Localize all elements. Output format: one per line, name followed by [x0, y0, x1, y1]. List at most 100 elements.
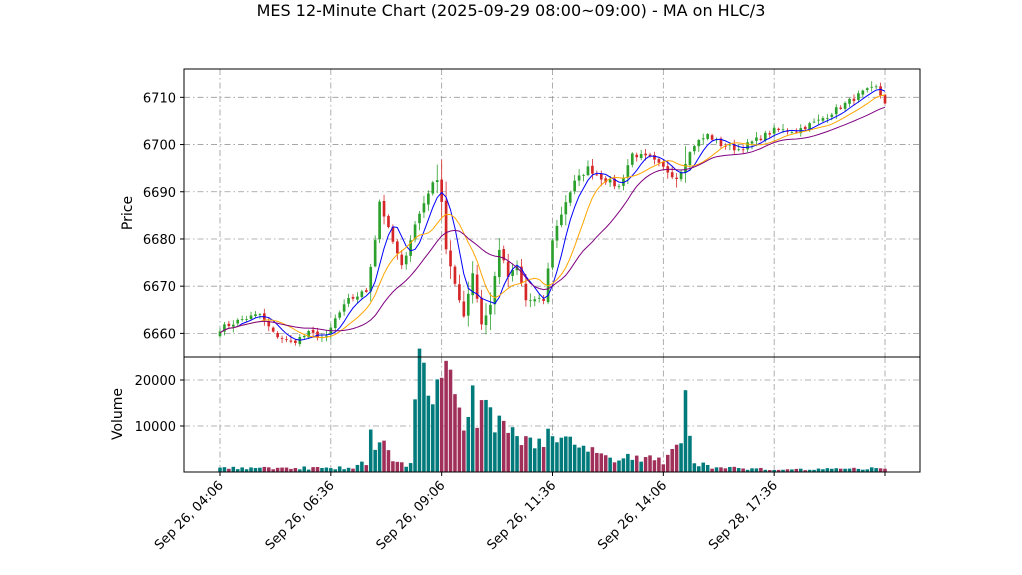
candle-body	[294, 340, 297, 344]
volume-bar	[621, 458, 626, 472]
candle-body	[387, 215, 390, 228]
candle-body	[599, 173, 603, 180]
volume-bar	[869, 467, 874, 472]
price-frame	[183, 68, 921, 358]
candle-body	[772, 127, 776, 134]
candle	[422, 195, 426, 219]
candle-body	[883, 94, 887, 104]
volume-bar	[590, 447, 595, 472]
candle-body	[595, 174, 599, 176]
candle	[772, 124, 776, 137]
candle-body	[223, 324, 226, 332]
candle	[759, 135, 763, 142]
candle-body	[662, 161, 665, 167]
volume-bar	[253, 468, 258, 472]
volume-bar	[382, 440, 386, 472]
candle	[364, 287, 368, 293]
candle-body	[653, 155, 656, 160]
volume-bar	[683, 390, 688, 472]
volume-bar	[555, 442, 559, 472]
candle-body	[564, 202, 568, 215]
volume-bar	[865, 469, 870, 472]
candle-body	[551, 240, 554, 268]
candle-body	[511, 269, 514, 276]
candle-body	[826, 117, 829, 119]
volume-bar	[763, 469, 768, 472]
price-y-axis: 6660 6670 6680 6690 6700 6710	[143, 91, 184, 342]
volume-bar	[608, 457, 612, 472]
volume-bar	[506, 432, 510, 472]
candle-body	[502, 249, 506, 261]
candle-body	[258, 314, 262, 316]
candle-body	[657, 159, 661, 163]
candle-body	[622, 178, 625, 186]
candle-body	[857, 93, 860, 100]
candle	[276, 331, 279, 339]
volume-bar	[626, 453, 630, 472]
candle-body	[555, 225, 559, 241]
x-tick-label: Sep 26, 09:06	[374, 478, 449, 553]
candle	[529, 293, 532, 308]
candle-body	[577, 175, 581, 181]
candle-body	[697, 140, 701, 147]
candle-body	[249, 315, 253, 319]
candle	[839, 105, 842, 110]
candle	[852, 94, 856, 106]
candle-body	[701, 138, 705, 140]
volume-bar	[861, 469, 865, 472]
candle-body	[484, 315, 488, 326]
candle	[790, 130, 794, 134]
candle	[382, 194, 386, 225]
candle	[316, 327, 319, 341]
volume-bar	[812, 469, 816, 472]
candle-body	[861, 90, 865, 95]
volume-bar	[275, 467, 280, 472]
candle	[489, 292, 492, 331]
volume-bar	[816, 468, 821, 472]
candle-body	[675, 177, 678, 180]
volume-bar	[222, 467, 227, 472]
candle-body	[435, 180, 439, 182]
candle-body	[746, 142, 749, 150]
x-tick-label: Sep 28, 17:36	[706, 478, 781, 553]
candle-body	[852, 98, 856, 101]
volume-bar	[830, 468, 834, 472]
candle-body	[755, 137, 758, 141]
candle	[254, 311, 257, 318]
candle	[848, 97, 851, 107]
volume-bar	[630, 459, 635, 472]
volume-bar	[834, 468, 839, 472]
candle-body	[608, 179, 612, 183]
candle-body	[537, 297, 541, 299]
candle-body	[462, 301, 466, 317]
volume-bar	[435, 379, 440, 472]
volume-bar	[355, 464, 360, 472]
volume-bar	[790, 469, 794, 472]
volume-bar	[333, 469, 338, 472]
volume-tick-label: 10000	[135, 420, 176, 435]
candle	[267, 316, 271, 332]
candle-body	[489, 304, 492, 315]
volume-panel: 10000 20000 Volume	[110, 348, 921, 473]
candle-body	[458, 284, 461, 301]
volume-bar	[240, 467, 244, 472]
candle	[471, 261, 475, 304]
candle-body	[591, 165, 594, 174]
volume-bar	[852, 467, 856, 472]
volume-bar	[692, 463, 697, 472]
volume-bar	[342, 469, 346, 472]
volume-bar	[501, 420, 506, 472]
candle	[378, 199, 381, 244]
candle-body	[267, 321, 271, 327]
candle-body	[409, 240, 412, 256]
volume-bar	[386, 450, 391, 472]
candle-body	[808, 123, 811, 130]
volume-axis-label: Volume	[110, 388, 126, 440]
volume-bar	[493, 432, 497, 472]
volume-bar	[532, 448, 537, 472]
volume-bar	[289, 468, 293, 472]
candle-body	[843, 102, 847, 109]
volume-tick-label: 20000	[135, 374, 176, 389]
candle-body	[325, 335, 328, 337]
volume-bar	[324, 467, 329, 472]
